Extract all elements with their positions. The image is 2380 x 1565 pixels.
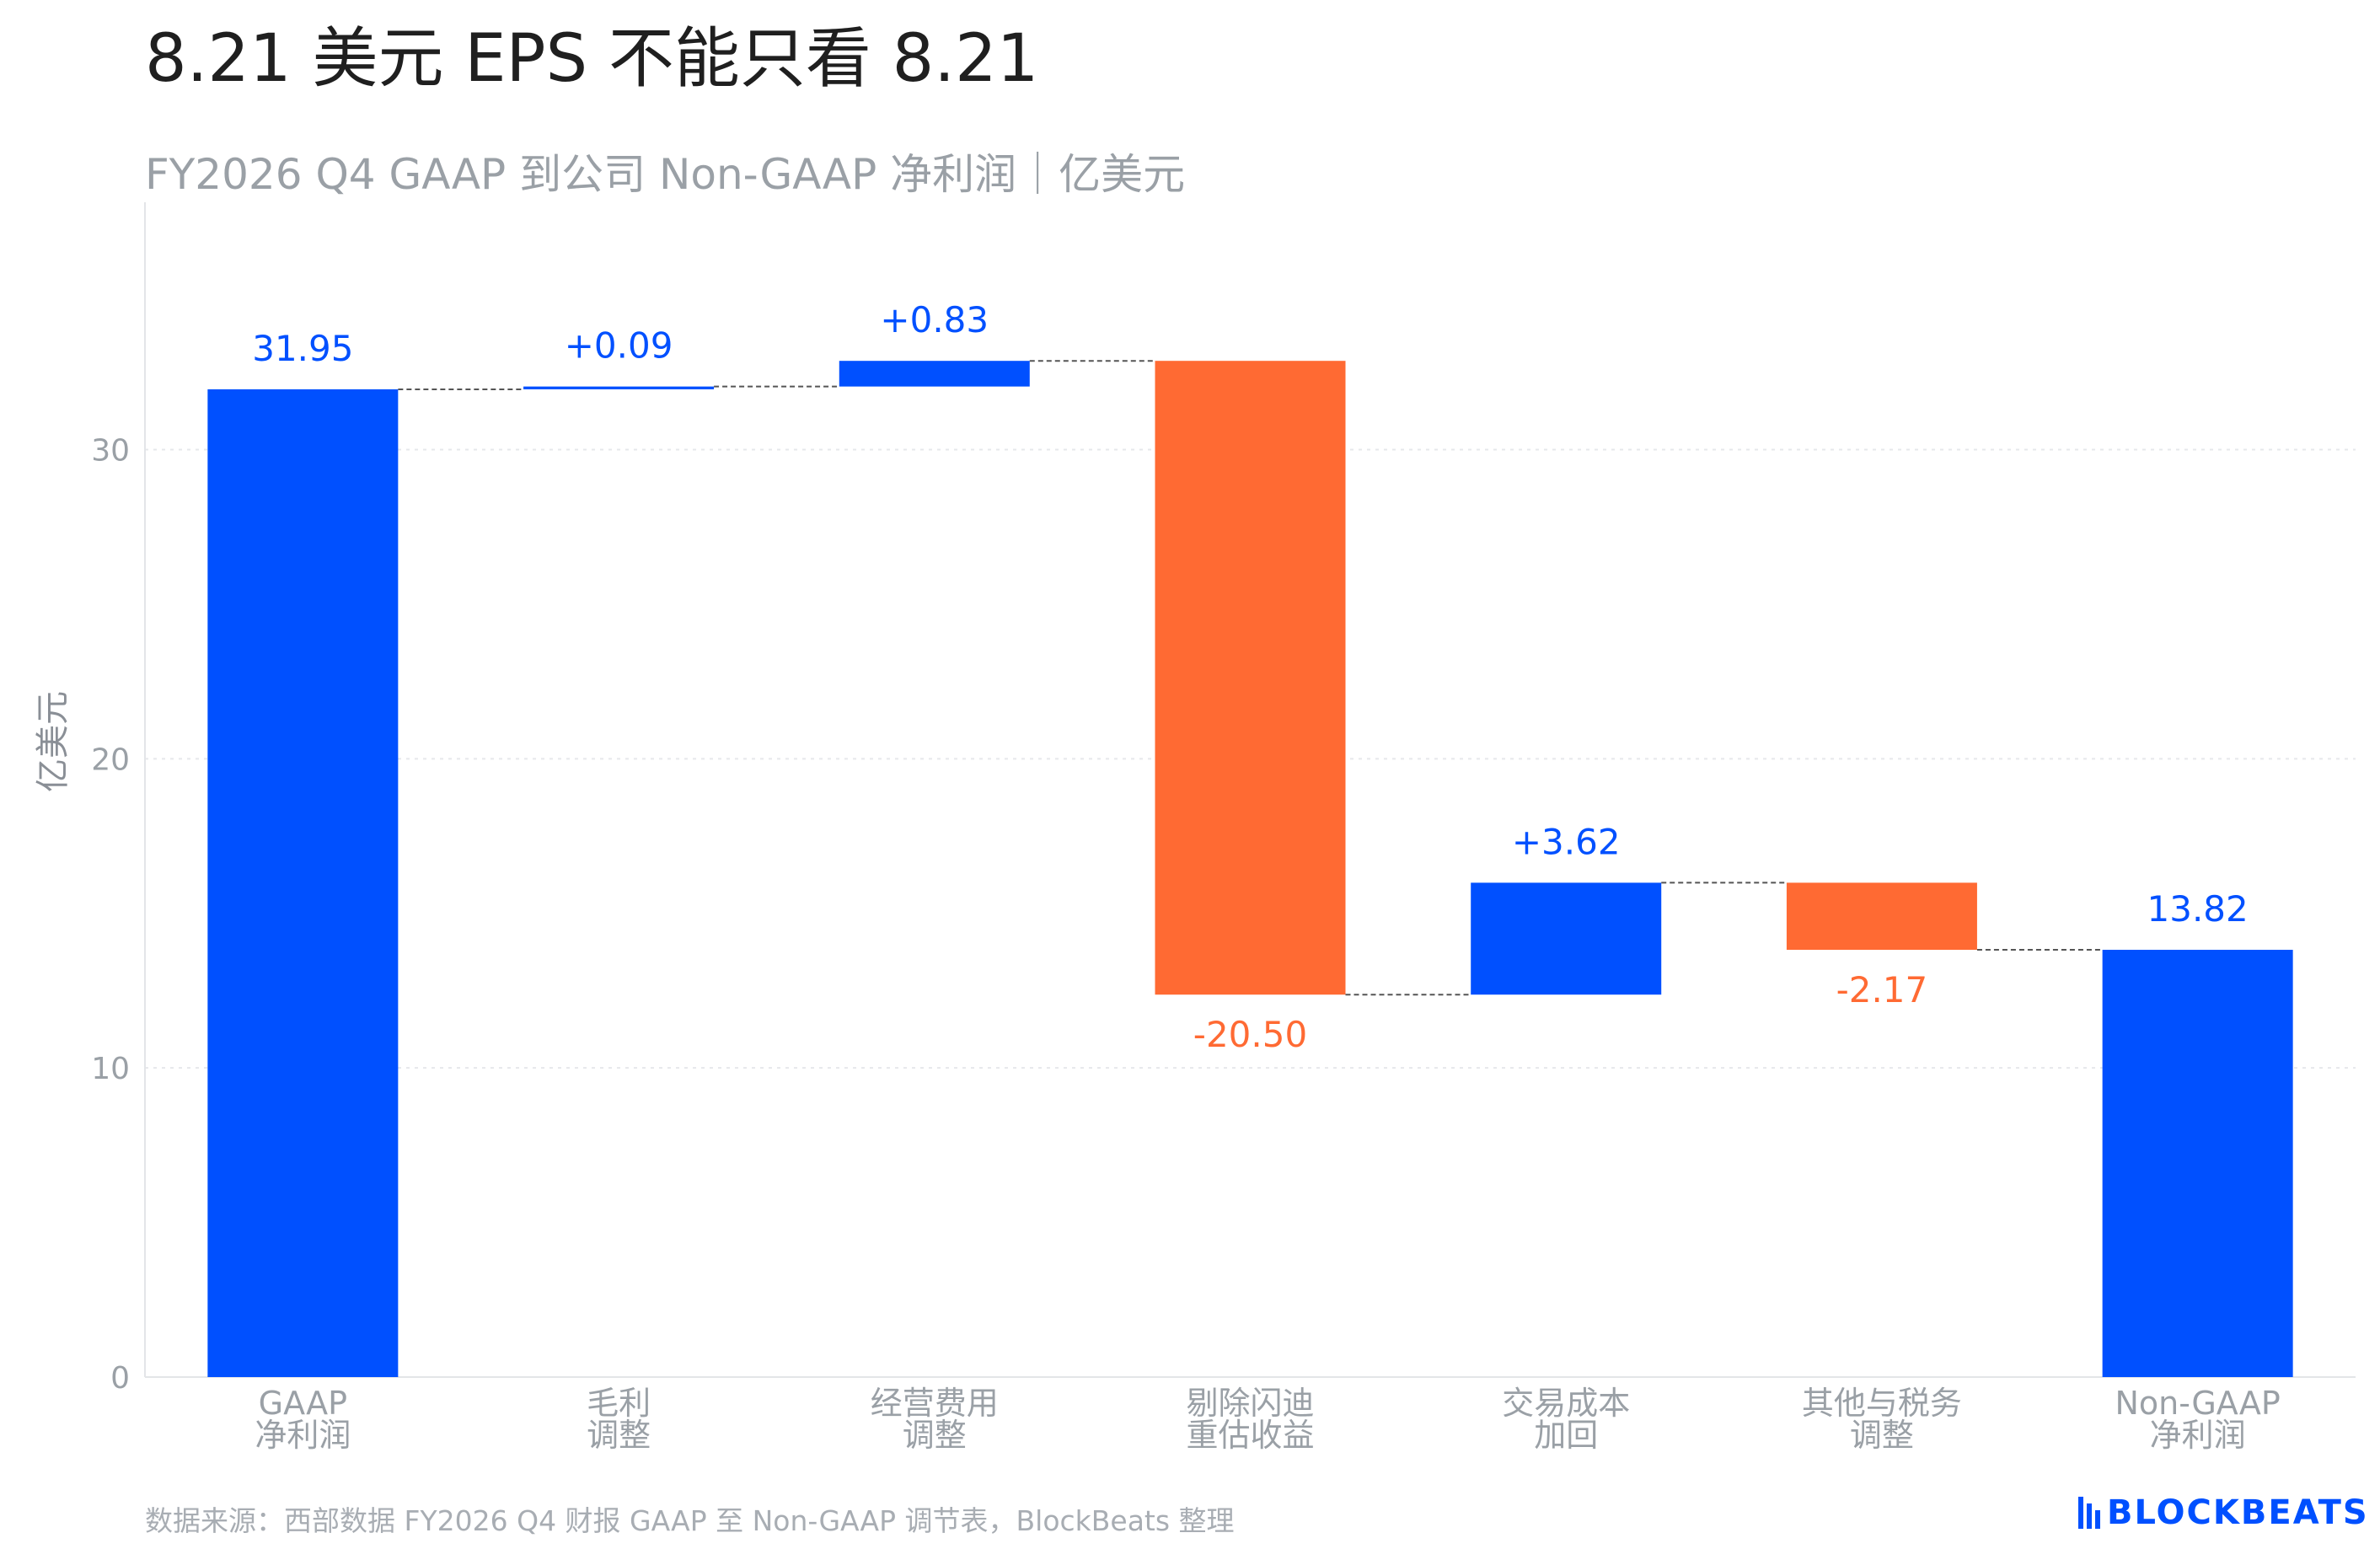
bars xyxy=(207,361,2293,1378)
x-tick-label: 交易成本 xyxy=(1502,1385,1630,1422)
x-tick-label: 调整 xyxy=(903,1417,967,1454)
x-tick-label: 净利润 xyxy=(2150,1417,2246,1454)
x-tick-label: 加回 xyxy=(1534,1417,1598,1454)
x-tick-label: 剔除闪迪 xyxy=(1186,1385,1314,1422)
x-tick-labels: GAAP净利润毛利调整经营费用调整剔除闪迪重估收益交易成本加回其他与税务调整No… xyxy=(255,1385,2280,1454)
chart-title: 8.21 美元 EPS 不能只看 8.21 xyxy=(145,21,1039,97)
waterfall-chart: 0 10 20 30 31.95 +0.09 +0.83 -20.50 +3.62 -2.17 1… xyxy=(91,202,2356,1454)
x-tick-label: 净利润 xyxy=(255,1417,351,1454)
data-label: +0.09 xyxy=(565,325,673,367)
x-tick-label: 其他与税务 xyxy=(1802,1385,1962,1422)
x-tick-label: 调整 xyxy=(1850,1417,1914,1454)
y-tick-label: 0 xyxy=(110,1361,130,1396)
x-tick-label: 重估收益 xyxy=(1186,1417,1314,1454)
data-label: -2.17 xyxy=(1836,969,1928,1010)
waterfall-bar xyxy=(207,389,399,1378)
data-label: +3.62 xyxy=(1512,821,1621,862)
waterfall-bar xyxy=(1471,882,1662,995)
x-tick-label: Non-GAAP xyxy=(2115,1385,2281,1422)
data-label: 31.95 xyxy=(252,328,353,369)
x-tick-label: GAAP xyxy=(259,1385,347,1422)
data-label: 13.82 xyxy=(2147,888,2249,930)
data-label: -20.50 xyxy=(1193,1014,1307,1055)
axes: 0 10 20 30 xyxy=(91,202,2356,1396)
waterfall-bar xyxy=(1786,882,1977,951)
logo-text: BLOCKBEATS xyxy=(2107,1493,2369,1532)
logo-mark-icon xyxy=(2078,1497,2100,1529)
waterfall-bar xyxy=(1155,361,1346,995)
y-tick-label: 30 xyxy=(91,433,130,468)
data-label: +0.83 xyxy=(880,299,989,340)
data-labels: 31.95 +0.09 +0.83 -20.50 +3.62 -2.17 13.82 xyxy=(252,299,2249,1055)
x-tick-label: 调整 xyxy=(587,1417,651,1454)
y-tick-label: 10 xyxy=(91,1052,130,1086)
waterfall-bar xyxy=(523,386,715,389)
waterfall-bar xyxy=(2102,950,2293,1377)
x-tick-label: 经营费用 xyxy=(871,1385,999,1422)
x-tick-label: 毛利 xyxy=(587,1385,651,1422)
connector-lines xyxy=(398,360,2103,996)
source-note: 数据来源：西部数据 FY2026 Q4 财报 GAAP 至 Non-GAAP 调… xyxy=(145,1504,1235,1537)
y-tick-label: 20 xyxy=(91,742,130,777)
chart-subtitle: FY2026 Q4 GAAP 到公司 Non-GAAP 净利润｜亿美元 xyxy=(145,150,1186,199)
blockbeats-logo: BLOCKBEATS xyxy=(2078,1493,2369,1532)
waterfall-bar xyxy=(839,361,1030,387)
